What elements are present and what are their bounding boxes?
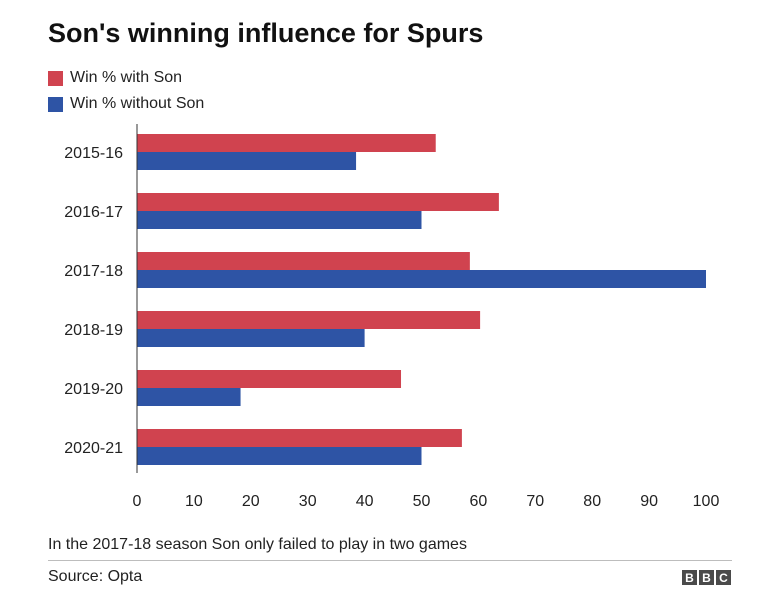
bar-with-son — [137, 134, 436, 152]
x-tick-label: 80 — [583, 493, 601, 510]
x-tick-label: 100 — [693, 493, 720, 510]
legend-label-with-son: Win % with Son — [70, 69, 183, 86]
bar-with-son — [137, 311, 481, 329]
chart-title: Son's winning influence for Spurs — [48, 18, 484, 48]
bar-without-son — [137, 329, 365, 347]
x-tick-label: 70 — [526, 493, 544, 510]
legend-swatch-with-son — [48, 70, 63, 86]
bbc-logo-letter: B — [699, 570, 714, 585]
footer-divider — [48, 560, 732, 561]
bbc-logo: B B C — [682, 570, 731, 585]
legend-swatch-without-son — [48, 96, 63, 112]
legend-label-without-son: Win % without Son — [70, 95, 205, 112]
x-tick-label: 50 — [413, 493, 431, 510]
y-tick-label: 2020-21 — [64, 440, 123, 457]
bar-with-son — [137, 252, 470, 270]
x-tick-label: 10 — [185, 493, 203, 510]
y-tick-label: 2018-19 — [64, 322, 123, 339]
y-tick-label: 2015-16 — [64, 145, 123, 162]
bbc-logo-letter: B — [682, 570, 697, 585]
x-tick-label: 40 — [356, 493, 374, 510]
x-tick-label: 90 — [640, 493, 658, 510]
y-tick-label: 2016-17 — [64, 204, 123, 221]
legend-item-without-son: Win % without Son — [48, 95, 204, 113]
bar-with-son — [137, 193, 499, 211]
chart-note: In the 2017-18 season Son only failed to… — [48, 536, 467, 553]
x-tick-label: 0 — [133, 493, 142, 510]
bar-without-son — [137, 211, 422, 229]
y-tick-label: 2017-18 — [64, 263, 123, 280]
y-tick-label: 2019-20 — [64, 381, 123, 398]
bar-without-son — [137, 388, 241, 406]
bbc-logo-letter: C — [716, 570, 731, 585]
bar-without-son — [137, 152, 357, 170]
source-text: Source: Opta — [48, 568, 143, 585]
x-tick-label: 60 — [470, 493, 488, 510]
x-tick-label: 20 — [242, 493, 260, 510]
bar-without-son — [137, 447, 422, 465]
bar-with-son — [137, 370, 402, 388]
bar-with-son — [137, 429, 462, 447]
legend-item-with-son: Win % with Son — [48, 69, 182, 87]
bar-without-son — [137, 270, 706, 288]
x-tick-label: 30 — [299, 493, 317, 510]
